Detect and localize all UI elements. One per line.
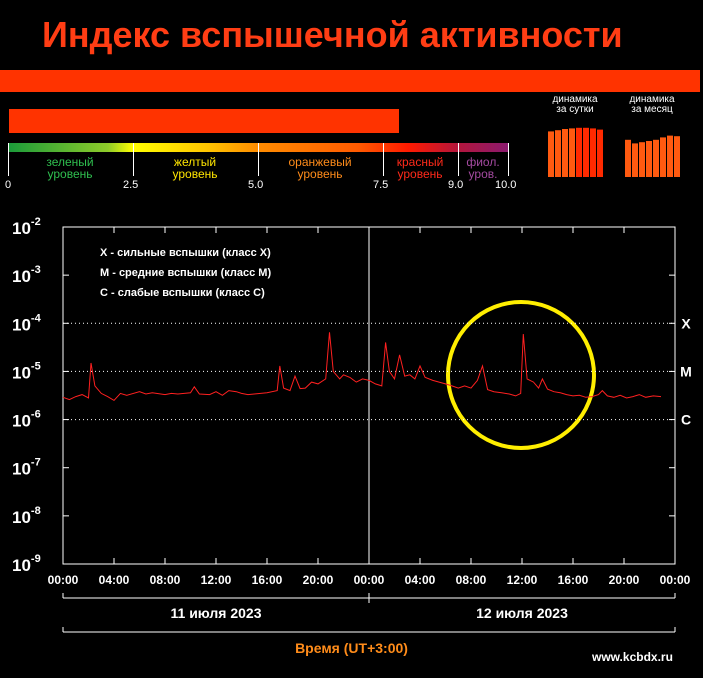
legend-c: C - слабые вспышки (класс C) [100, 287, 265, 299]
level-red: красный уровень [360, 156, 480, 180]
scale-divider [8, 143, 9, 176]
activity-level-bar [9, 109, 399, 133]
class-label-m: M [680, 363, 692, 379]
level-violet-line1: фиол. [466, 155, 500, 169]
daily-dynamics-bar [548, 131, 554, 177]
x-tick-label: 16:00 [252, 573, 283, 587]
x-tick-label: 08:00 [456, 573, 487, 587]
x-axis-title: Время (UT+3:00) [295, 640, 408, 656]
y-tick-label: 10-6 [12, 409, 41, 431]
scale-divider [383, 143, 384, 176]
y-tick-label: 10-7 [12, 457, 41, 479]
legend-x: X - сильные вспышки (класс X) [100, 247, 271, 259]
x-tick-label: 00:00 [354, 573, 385, 587]
page-title: Индекс вспышечной активности [42, 14, 623, 55]
top-banner-bar [0, 70, 700, 92]
x-tick-label: 12:00 [201, 573, 232, 587]
class-label-c: C [681, 412, 691, 428]
x-tick-label: 08:00 [150, 573, 181, 587]
x-tick-label: 00:00 [48, 573, 79, 587]
dynamics-minicharts [548, 127, 680, 177]
x-tick-label: 12:00 [507, 573, 538, 587]
daily-dynamics-label-2: за сутки [556, 104, 594, 115]
site-url: www.kcbdx.ru [592, 650, 673, 664]
y-tick-label: 10-8 [12, 505, 41, 527]
x-tick-label: 16:00 [558, 573, 589, 587]
daily-dynamics-bar [576, 127, 582, 177]
monthly-dynamics-bar [653, 139, 659, 177]
monthly-dynamics-label: динамика за месяц [612, 95, 692, 115]
scale-tick: 2.5 [123, 179, 139, 191]
scale-tick: 7.5 [373, 179, 389, 191]
scale-tick: 5.0 [248, 179, 264, 191]
monthly-dynamics-bar [632, 143, 638, 177]
x-tick-label: 20:00 [303, 573, 334, 587]
highlight-circle [446, 300, 596, 450]
level-orange: оранжевый уровень [260, 156, 380, 180]
monthly-dynamics-bar [625, 139, 631, 177]
monthly-dynamics-bar [639, 142, 645, 177]
level-violet-line2: уров. [468, 167, 498, 181]
flare-chart-svg: 11 июля 2023 12 июля 2023 X - сильные вс… [12, 216, 692, 633]
daily-dynamics-bar [569, 128, 575, 177]
monthly-dynamics-bar [646, 141, 652, 177]
y-tick-label: 10-5 [12, 360, 41, 382]
y-tick-label: 10-3 [12, 264, 41, 286]
monthly-dynamics-bar [660, 137, 666, 177]
level-green-line2: уровень [47, 167, 93, 181]
x-tick-label: 04:00 [99, 573, 130, 587]
scale-divider [133, 143, 134, 176]
scale-divider [458, 143, 459, 176]
level-yellow-line2: уровень [172, 167, 218, 181]
level-orange-line1: оранжевый [288, 155, 352, 169]
daily-dynamics-bar [583, 127, 589, 177]
level-red-line2: уровень [397, 167, 443, 181]
scale-tick: 0 [5, 179, 12, 191]
x-tick-label: 20:00 [609, 573, 640, 587]
level-yellow: желтый уровень [135, 156, 255, 180]
y-tick-label: 10-4 [12, 312, 42, 334]
daily-dynamics-bar [597, 129, 603, 177]
level-orange-line2: уровень [297, 167, 343, 181]
flare-chart: 11 июля 2023 12 июля 2023 X - сильные вс… [0, 200, 703, 673]
monthly-dynamics-label-1: динамика [629, 94, 675, 105]
date-label-2: 12 июля 2023 [476, 605, 568, 621]
daily-dynamics-bar [590, 128, 596, 177]
scale-divider [258, 143, 259, 176]
monthly-dynamics-bar [667, 135, 673, 177]
daily-dynamics-bar [562, 129, 568, 177]
level-yellow-line1: желтый [173, 155, 217, 169]
scale-tick: 9.0 [448, 179, 464, 191]
y-tick-label: 10-2 [12, 216, 41, 238]
monthly-dynamics-bar [674, 136, 680, 177]
x-tick-label: 04:00 [405, 573, 436, 587]
scale-divider [508, 143, 509, 176]
class-label-x: X [681, 315, 691, 331]
daily-dynamics-label-1: динамика [552, 94, 598, 105]
daily-dynamics-label: динамика за сутки [535, 95, 615, 115]
scale-tick: 10.0 [495, 179, 517, 191]
legend-m: M - средние вспышки (класс M) [100, 267, 271, 279]
y-tick-label: 10-9 [12, 553, 41, 575]
monthly-dynamics-label-2: за месяц [631, 104, 673, 115]
daily-dynamics-bar [555, 130, 561, 177]
level-violet: фиол. уров. [423, 156, 543, 180]
date-label-1: 11 июля 2023 [171, 605, 262, 621]
flux-series-line [62, 332, 662, 402]
level-red-line1: красный [396, 155, 444, 169]
level-green-line1: зеленый [46, 155, 94, 169]
level-green: зеленый уровень [10, 156, 130, 180]
x-tick-label: 00:00 [660, 573, 691, 587]
